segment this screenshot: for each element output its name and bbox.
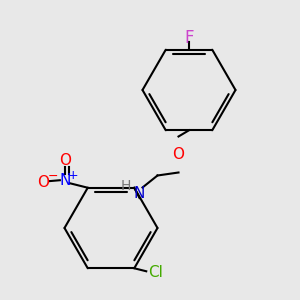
Text: +: + (68, 169, 78, 182)
Text: −: − (48, 169, 58, 182)
Text: F: F (184, 29, 194, 47)
Text: O: O (172, 147, 184, 162)
Text: N: N (134, 186, 145, 201)
Text: O: O (37, 175, 49, 190)
Text: O: O (59, 153, 71, 168)
Text: Cl: Cl (148, 265, 163, 280)
Text: N: N (60, 173, 71, 188)
Text: H: H (121, 179, 131, 193)
